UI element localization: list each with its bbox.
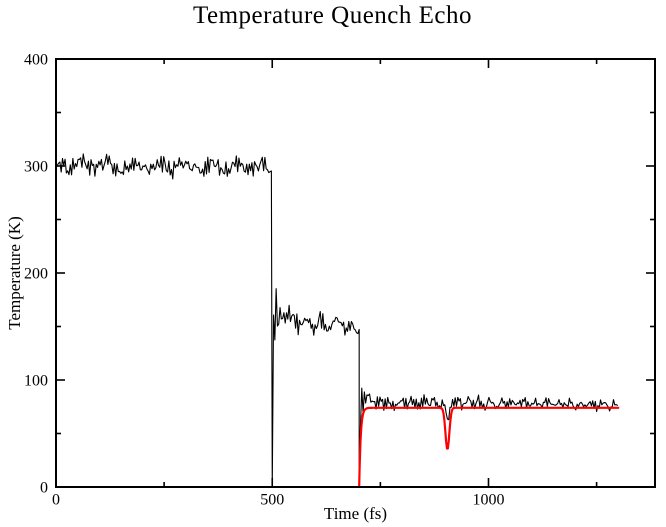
plot-frame bbox=[55, 58, 656, 488]
echo-fit-line bbox=[358, 406, 620, 489]
x-tick-label: 1000 bbox=[472, 491, 504, 508]
y-tick-label: 200 bbox=[24, 266, 48, 283]
x-tick-label: 500 bbox=[260, 491, 284, 508]
y-tick-label: 400 bbox=[24, 52, 48, 69]
y-tick-label: 100 bbox=[24, 373, 48, 390]
x-tick-label: 0 bbox=[52, 491, 60, 508]
y-tick-label: 0 bbox=[40, 480, 48, 497]
y-tick-label: 300 bbox=[24, 159, 48, 176]
md-temperature-line bbox=[55, 153, 618, 488]
chart-title: Temperature Quench Echo bbox=[192, 2, 473, 29]
y-axis-label: Temperature (K) bbox=[5, 216, 24, 330]
x-axis-label: Time (fs) bbox=[323, 504, 388, 523]
